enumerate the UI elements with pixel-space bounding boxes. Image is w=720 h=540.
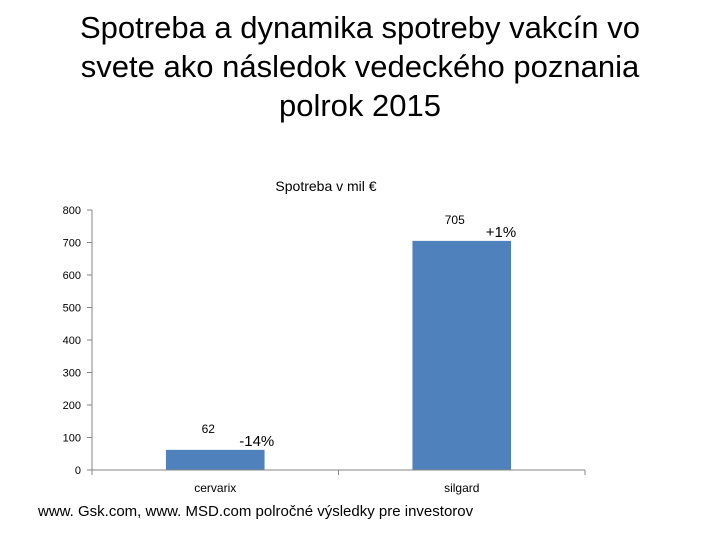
data-label: 62 [202,422,216,436]
bar-cervarix [165,449,265,470]
y-tick-label: 300 [63,368,81,380]
bar-silgard [412,240,512,470]
slide-title-line-3: polrok 2015 [278,88,441,123]
source-note: www. Gsk.com, www. MSD.com polročné výsl… [38,503,474,520]
slide-title: Spotreba a dynamika spotreby vakcín vo s… [20,8,700,125]
y-tick-label: 600 [63,270,81,282]
y-tick-label: 500 [63,303,81,315]
y-tick-label: 100 [63,433,81,445]
slide-title-line-1: Spotreba a dynamika spotreby vakcín vo [79,10,641,45]
chart-title: Spotreba v mil € [275,178,376,194]
y-tick-label: 0 [75,465,81,477]
x-tick-label: cervarix [194,481,236,495]
x-axis: cervarix silgard [91,469,586,495]
data-label: 705 [445,213,465,227]
x-tick-label: silgard [444,481,479,495]
y-axis: 0 100 200 300 400 500 600 700 800 [63,205,93,477]
y-tick-label: 700 [63,238,81,250]
change-label: -14% [239,433,274,450]
y-tick-label: 400 [63,335,81,347]
slide-title-line-2: svete ako následok vedeckého poznania [80,49,640,84]
y-tick-label: 800 [63,205,81,217]
change-label: +1% [486,224,516,241]
y-tick-label: 200 [63,400,81,412]
bars: 62 -14% 705 +1% [165,213,516,470]
